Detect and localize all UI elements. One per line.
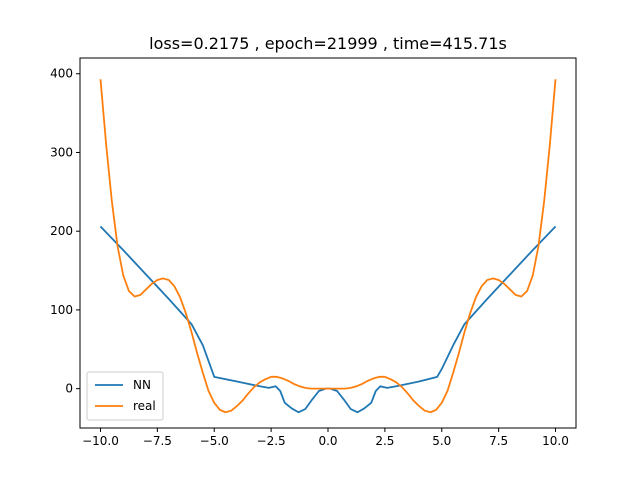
y-axis: 0 100 200 300 400 xyxy=(50,67,80,396)
x-tick-label: −7.5 xyxy=(143,434,172,448)
x-tick-label: 10.0 xyxy=(542,434,569,448)
y-tick-label: 200 xyxy=(50,224,73,238)
plot-area: −10.0 −7.5 −5.0 −2.5 0.0 2.5 5.0 7.5 10.0 0 100 20… xyxy=(50,57,577,448)
x-tick-label: 7.5 xyxy=(489,434,508,448)
x-tick-label: −5.0 xyxy=(200,434,229,448)
legend-label-nn: NN xyxy=(133,378,151,392)
x-tick-label: 5.0 xyxy=(432,434,451,448)
y-tick-label: 400 xyxy=(50,67,73,81)
y-tick-label: 300 xyxy=(50,145,73,159)
legend-label-real: real xyxy=(133,399,156,413)
chart-title: loss=0.2175 , epoch=21999 , time=415.71s xyxy=(149,34,507,53)
x-tick-label: −2.5 xyxy=(257,434,286,448)
x-axis: −10.0 −7.5 −5.0 −2.5 0.0 2.5 5.0 7.5 10.0 xyxy=(82,428,569,448)
x-tick-label: −10.0 xyxy=(82,434,119,448)
x-tick-label: 2.5 xyxy=(375,434,394,448)
y-tick-label: 0 xyxy=(65,382,73,396)
series-line-real xyxy=(99,79,557,414)
series-layer xyxy=(99,79,557,414)
y-tick-label: 100 xyxy=(50,303,73,317)
x-tick-label: 0.0 xyxy=(318,434,337,448)
legend-box xyxy=(86,371,164,421)
legend: NN real xyxy=(86,371,164,421)
